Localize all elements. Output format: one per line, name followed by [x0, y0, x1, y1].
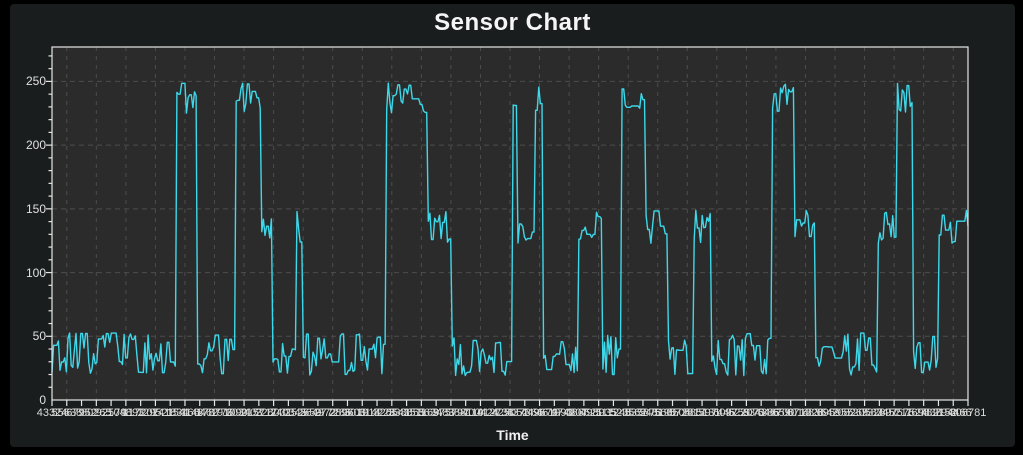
x-tick-label: 782152: [920, 407, 957, 419]
y-tick-label: 100: [25, 265, 46, 280]
x-tick-label: 732897: [860, 407, 898, 419]
x-tick-label: 609759: [713, 407, 750, 419]
x-tick-label: 745211: [876, 407, 913, 419]
y-tick-label: 0: [39, 393, 46, 407]
x-tick-label: 757524: [890, 407, 928, 419]
x-tick-label: 622073: [728, 407, 765, 419]
x-tick-label: 683642: [801, 407, 839, 419]
y-tick-label: 150: [25, 201, 46, 216]
x-tick-label: 572817: [668, 407, 706, 419]
x-tick-label: 129521: [137, 407, 174, 419]
x-tick-label: 252659: [284, 407, 322, 419]
x-tick-label: 412738: [476, 407, 514, 419]
y-tick-label: 200: [25, 138, 46, 153]
x-tick-label: 141834: [151, 407, 189, 419]
x-tick-label: 289600: [329, 407, 366, 419]
x-tick-label: 80265: [81, 407, 112, 419]
x-tick-label: 215717: [240, 407, 278, 419]
x-tick-label: 117207: [122, 407, 159, 419]
x-tick-label: 560504: [654, 407, 691, 419]
x-tick-label: 671328: [787, 407, 824, 419]
y-tick-label: 250: [25, 74, 46, 89]
x-tick-label: 338855: [388, 407, 425, 419]
x-tick-label: 708269: [831, 407, 869, 419]
x-tick-label: 55638: [51, 407, 83, 419]
x-tick-label: 535876: [624, 407, 662, 419]
x-tick-label: 375797: [432, 407, 470, 419]
plot-border: [51, 46, 969, 401]
x-tick-label: 67952: [66, 407, 97, 419]
x-tick-label: 806781: [949, 407, 987, 419]
x-tick-label: 548190: [639, 407, 677, 419]
x-tick-label: 769838: [905, 407, 943, 419]
x-tick-label: 461993: [535, 407, 573, 419]
x-tick-label: 474307: [550, 407, 588, 419]
x-tick-label: 523562: [609, 407, 647, 419]
x-tick-label: 634386: [742, 407, 780, 419]
x-tick-label: 166462: [181, 407, 219, 419]
x-tick-label: 695955: [816, 407, 854, 419]
x-tick-label: 486621: [565, 407, 603, 419]
x-tick-label: 659014: [772, 407, 810, 419]
x-tick-label: 301914: [343, 407, 381, 419]
x-tick-label: 178776: [196, 407, 233, 419]
x-tick-label: 437366: [506, 407, 544, 419]
x-tick-label: 585131: [683, 407, 721, 419]
x-tick-label: 351169: [403, 407, 440, 419]
x-tick-label: 203403: [225, 407, 263, 419]
x-tick-label: 228031: [255, 407, 292, 419]
x-tick-label: 363483: [417, 407, 455, 419]
x-tick-label: 400424: [462, 407, 499, 419]
chart-panel: Sensor Chart 0 50 100 150 200 250 43324 55638 6…: [10, 4, 1015, 447]
x-tick-label: 92579: [95, 407, 127, 419]
x-tick-label: 154148: [166, 407, 204, 419]
x-tick-label: 104893: [107, 407, 145, 419]
x-tick-label: 277286: [314, 407, 352, 419]
x-tick-label: 264972: [299, 407, 337, 419]
x-tick-label: 240345: [270, 407, 307, 419]
x-tick-label: 425052: [491, 407, 529, 419]
x-tick-label: 326541: [373, 407, 411, 419]
x-tick-label: 43324: [36, 407, 68, 419]
y-tick-label: 50: [32, 329, 46, 344]
x-tick-label: 449679: [521, 407, 558, 419]
x-tick-label: 498935: [580, 407, 617, 419]
x-tick-label: 597445: [698, 407, 736, 419]
sensor-series-line: [51, 82, 969, 377]
x-tick-label: 191090: [210, 407, 248, 419]
x-tick-label: 720583: [846, 407, 883, 419]
x-tick-label: 511248: [595, 407, 632, 419]
x-tick-label: 646700: [757, 407, 795, 419]
x-tick-label: 794466: [934, 407, 972, 419]
x-tick-label: 388110: [447, 407, 484, 419]
x-axis-title: Time: [496, 427, 529, 443]
sensor-line-chart: [46, 46, 969, 406]
chart-title: Sensor Chart: [434, 9, 591, 36]
x-tick-label: 314228: [358, 407, 396, 419]
